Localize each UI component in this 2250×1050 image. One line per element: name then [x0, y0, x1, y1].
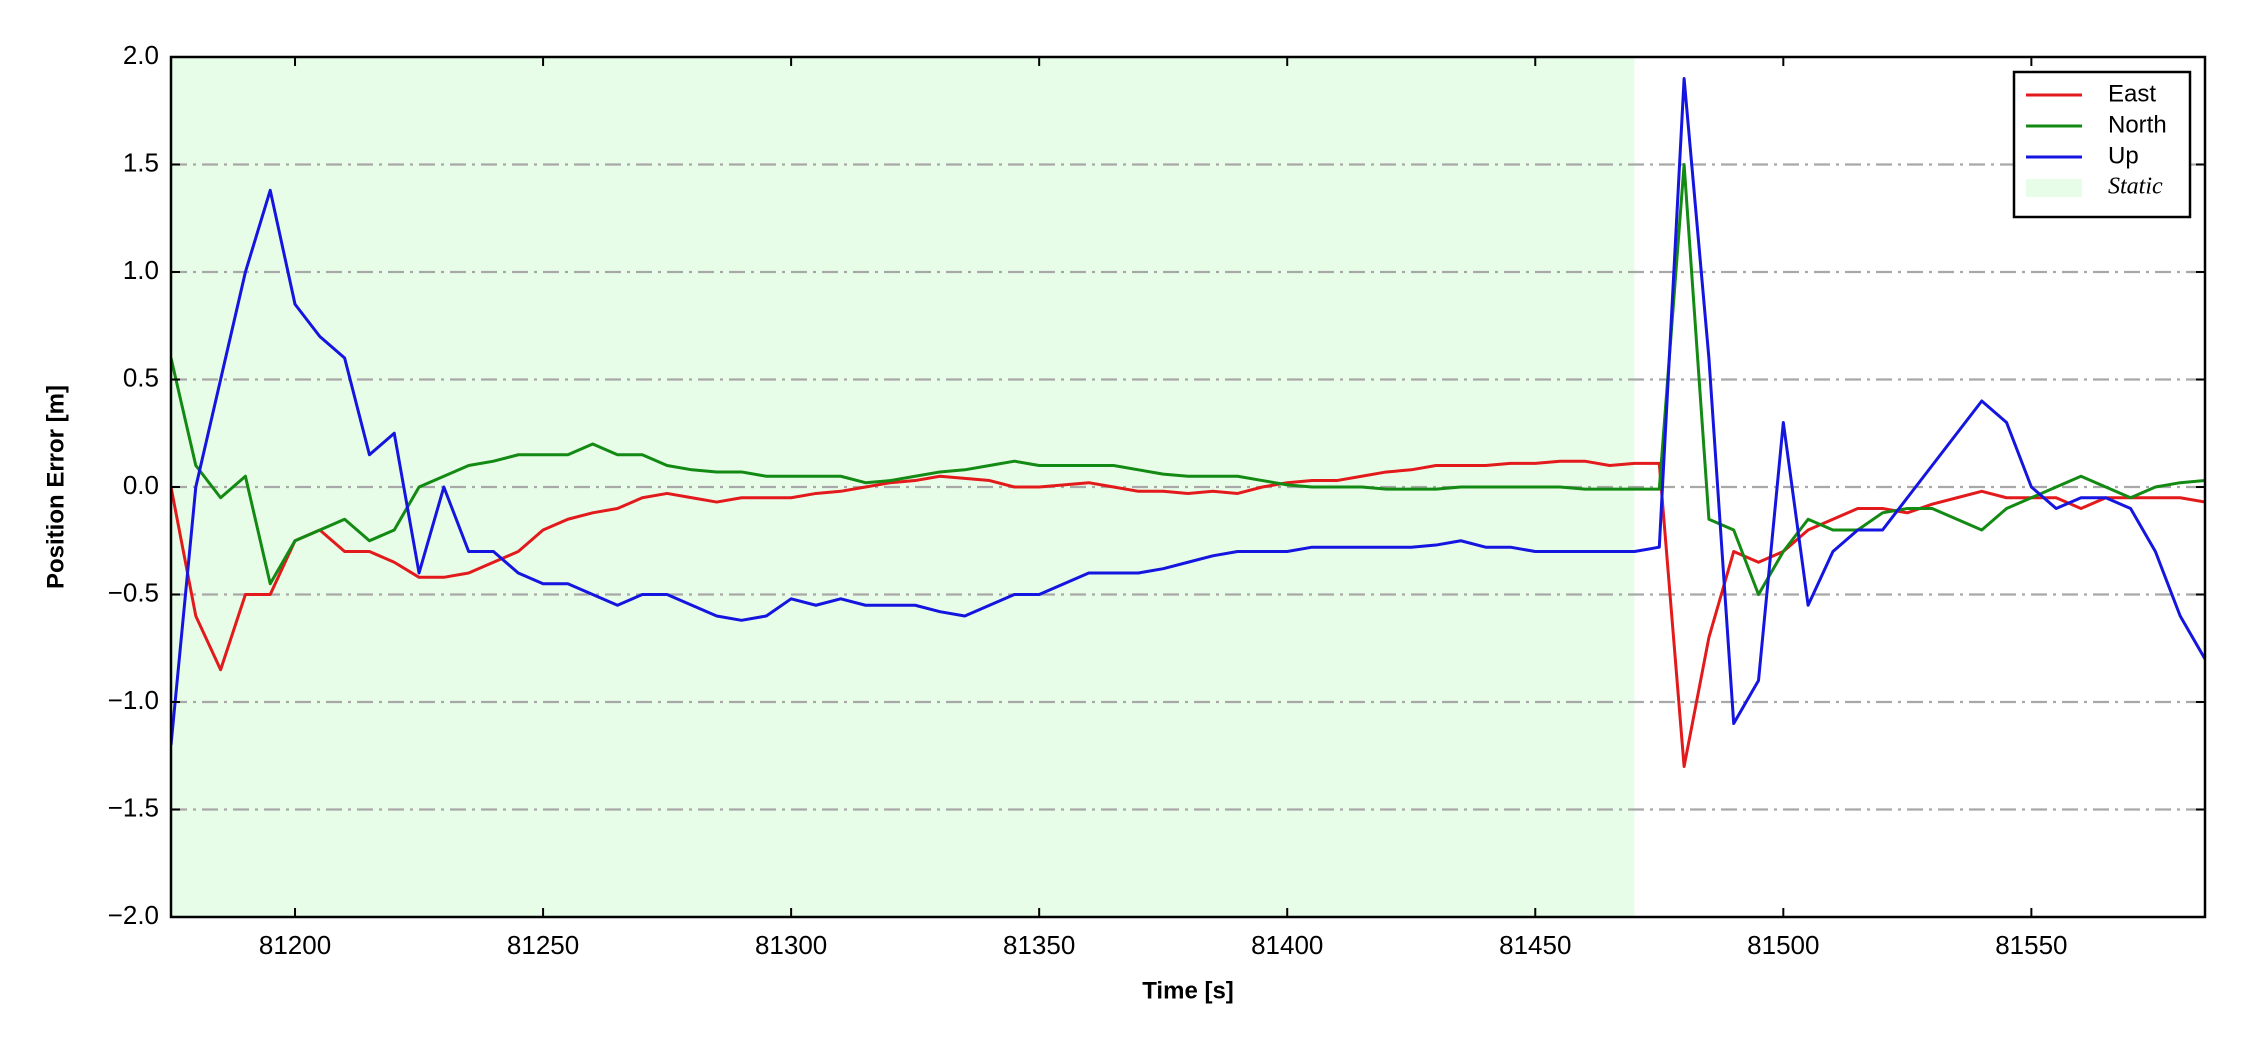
- y-tick-label: −2.0: [108, 900, 159, 930]
- legend-label: Static: [2108, 174, 2163, 200]
- series-line: [171, 459, 2205, 768]
- y-tick-label: 0.0: [123, 470, 159, 500]
- x-tick-label: 81450: [1499, 930, 1571, 960]
- y-tick-label: −0.5: [108, 577, 159, 607]
- y-tick-label: 1.0: [123, 255, 159, 285]
- y-tick-label: 0.5: [123, 362, 159, 392]
- x-tick-label: 81500: [1747, 930, 1819, 960]
- series-line: [171, 163, 2205, 596]
- x-tick-label: 81400: [1251, 930, 1323, 960]
- x-tick-label: 81300: [755, 930, 827, 960]
- series-line: [171, 77, 2205, 746]
- x-tick-label: 81250: [507, 930, 579, 960]
- x-axis-label: Time [s]: [1142, 977, 1234, 1004]
- x-tick-label: 81350: [1003, 930, 1075, 960]
- x-tick-label: 81200: [259, 930, 331, 960]
- legend-label: East: [2108, 80, 2156, 107]
- plot-frame: [169, 55, 2207, 919]
- y-axis-label: Position Error [m]: [42, 385, 69, 589]
- y-tick-label: −1.0: [108, 685, 159, 715]
- y-tick-label: −1.5: [108, 792, 159, 822]
- legend-label: Up: [2108, 142, 2139, 169]
- y-tick-label: 1.5: [123, 147, 159, 177]
- legend-label: North: [2108, 111, 2167, 138]
- plot-area: [171, 57, 2205, 917]
- y-tick-label: 2.0: [123, 40, 159, 70]
- x-tick-label: 81550: [1995, 930, 2067, 960]
- legend-swatch: [2026, 179, 2082, 197]
